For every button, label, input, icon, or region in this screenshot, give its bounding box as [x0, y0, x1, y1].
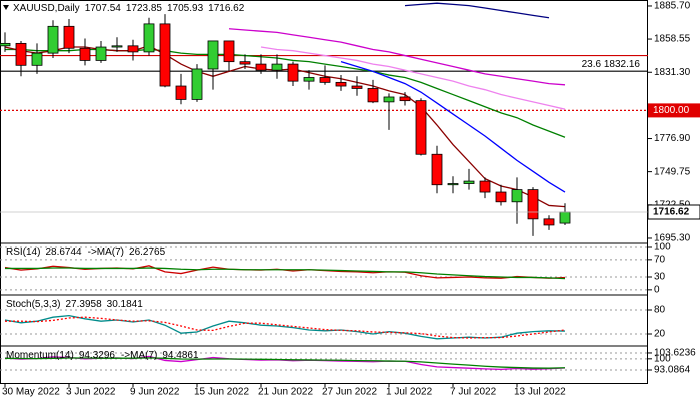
ohlc-close: 1716.62 — [208, 3, 245, 14]
x-tick-label: 1 Jul 2022 — [386, 387, 433, 398]
y-tick-label: 20 — [654, 329, 666, 340]
candle-body — [175, 85, 187, 100]
x-tick-label: 15 Jun 2022 — [194, 387, 249, 398]
ohlc-low: 1705.93 — [167, 3, 204, 14]
candle-body — [559, 211, 571, 224]
level-box-label: 1800.00 — [653, 105, 690, 116]
plot-frame — [0, 0, 648, 384]
x-tick-label: 27 Jun 2022 — [322, 387, 377, 398]
moving-average — [228, 28, 566, 86]
chart-header: XAUUSD,Daily 1707.54 1723.85 1705.93 1716.62 — [13, 3, 245, 14]
indicator-name: Momentum(14) — [6, 350, 74, 361]
level-label: 23.6 1832.16 — [582, 59, 641, 70]
y-tick-label: 103.6236 — [654, 348, 696, 359]
candle-body — [431, 153, 443, 186]
level-box — [648, 103, 700, 118]
candle-body — [511, 189, 523, 203]
candle-body — [207, 40, 219, 70]
price-label: 1716.62 — [653, 207, 690, 218]
candle-body — [351, 85, 363, 89]
indicator-value: 30.1841 — [107, 299, 144, 310]
candle-body — [127, 45, 139, 53]
candle-body — [223, 40, 235, 63]
y-tick-label: 1885.70 — [654, 1, 691, 12]
indicator-name: ->MA(7) — [121, 350, 157, 361]
candle-body — [543, 218, 555, 226]
moving-average — [260, 46, 566, 110]
y-tick-label: 0 — [654, 284, 660, 295]
x-tick-label: 9 Jun 2022 — [130, 387, 180, 398]
indicator-line — [5, 316, 566, 339]
indicator-line — [5, 267, 566, 280]
candle-body — [271, 63, 283, 71]
y-tick-label: 100 — [654, 353, 671, 364]
y-tick-label: 1695.30 — [654, 233, 691, 244]
y-tick-label: 93.0864 — [654, 365, 691, 376]
x-tick-label: 3 Jun 2022 — [66, 387, 116, 398]
indicator-header: RSI(14) 28.6744 ->MA(7) 26.2765 — [6, 247, 166, 258]
candle-body — [0, 42, 11, 47]
y-tick-label: 1858.55 — [654, 34, 691, 45]
candle-body — [191, 68, 203, 100]
candle-body — [239, 61, 251, 65]
candle-body — [495, 191, 507, 203]
y-tick-label: 1831.30 — [654, 67, 691, 78]
candle-body — [287, 63, 299, 82]
candle-body — [367, 88, 379, 103]
x-tick-label: 30 May 2022 — [2, 387, 60, 398]
y-tick-label: 1749.75 — [654, 166, 691, 177]
candle-body — [143, 23, 155, 53]
candle-body — [303, 77, 315, 82]
candle-body — [319, 77, 331, 83]
candle-body — [415, 100, 427, 155]
price-box — [647, 204, 700, 220]
indicator-name: Stoch(5,3,3) — [6, 299, 60, 310]
candle-body — [463, 180, 475, 184]
indicator-header: Momentum(14) 94.3296 ->MA(7) 94.4861 — [6, 350, 199, 361]
ohlc-high: 1723.85 — [126, 3, 163, 14]
candle-body — [47, 25, 59, 54]
candle-body — [399, 96, 411, 102]
y-tick-label: 100 — [654, 242, 671, 253]
ohlc-open: 1707.54 — [85, 3, 122, 14]
candle-body — [79, 47, 91, 61]
candle-body — [63, 25, 75, 49]
candle-body — [479, 180, 491, 193]
candle-body — [95, 46, 107, 61]
x-tick-label: 13 Jul 2022 — [514, 387, 566, 398]
y-tick-label: 1776.90 — [654, 133, 691, 144]
candle-body — [15, 42, 27, 66]
candle-body — [383, 96, 395, 103]
x-tick-label: 21 Jun 2022 — [258, 387, 313, 398]
x-tick-label: 7 Jul 2022 — [450, 387, 497, 398]
moving-average — [340, 61, 566, 193]
candle-body — [31, 52, 43, 66]
candle-body — [111, 45, 123, 48]
indicator-name: RSI(14) — [6, 247, 40, 258]
indicator-header: Stoch(5,3,3) 27.3958 30.1841 — [6, 299, 143, 310]
indicator-value: 94.3296 — [79, 350, 116, 361]
symbol: XAUUSD,Daily — [13, 3, 80, 14]
candle-body — [255, 63, 267, 71]
candle-body — [159, 23, 171, 87]
indicator-value: 94.4861 — [162, 350, 199, 361]
indicator-value: 28.6744 — [45, 247, 82, 258]
candle-body — [447, 183, 459, 186]
menu-triangle — [3, 5, 9, 10]
y-tick-label: 70 — [654, 254, 666, 265]
y-tick-label: 80 — [654, 305, 666, 316]
candle-body — [527, 189, 539, 220]
y-tick-label: 30 — [654, 272, 666, 283]
indicator-value: 27.3958 — [65, 299, 102, 310]
candle-body — [335, 81, 347, 87]
moving-average — [404, 2, 550, 19]
indicator-line — [4, 357, 566, 369]
indicator-name: ->MA(7) — [88, 247, 124, 258]
indicator-value: 26.2765 — [129, 247, 166, 258]
